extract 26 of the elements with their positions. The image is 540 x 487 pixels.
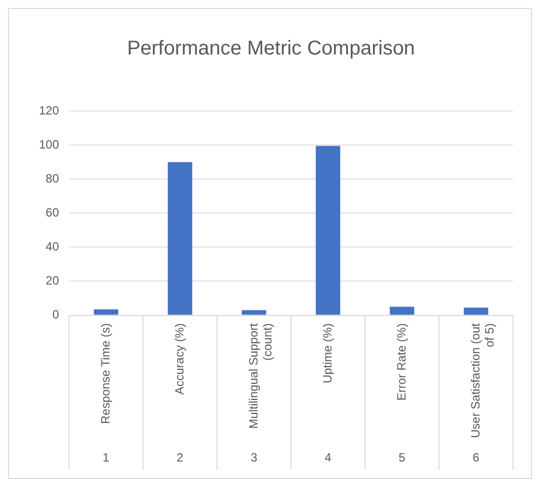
bar [464,308,488,315]
y-tick-label: 120 [38,103,60,118]
x-tick-label: Accuracy (%) [172,323,186,395]
bar [94,309,118,315]
x-tick-label: Multilingual Support (count) [246,322,275,429]
text: 1 [102,450,110,464]
y-tick-label: 40 [46,240,60,254]
bar [316,146,340,315]
y-tick-label: 100 [38,137,60,152]
chart-title: Performance Metric Comparison [127,38,415,60]
y-tick-label: 0 [52,308,60,322]
bar [390,306,414,315]
x-tick-label: Uptime (%) [320,323,334,384]
text: 4 [324,450,332,464]
x-tick-label: User Satisfaction (out of 5) [468,322,497,438]
text: 6 [472,450,480,464]
bar [242,310,266,315]
text: 2 [176,450,184,464]
x-tick-label: Response Time (s) [98,323,112,424]
y-tick-label: 20 [46,274,60,288]
y-tick-label: 60 [46,205,60,220]
x-tick-label: Error Rate (%) [394,323,408,401]
y-tick-label: 80 [46,171,60,186]
bar [168,162,192,315]
text: 5 [398,450,406,464]
text: 3 [250,450,258,464]
